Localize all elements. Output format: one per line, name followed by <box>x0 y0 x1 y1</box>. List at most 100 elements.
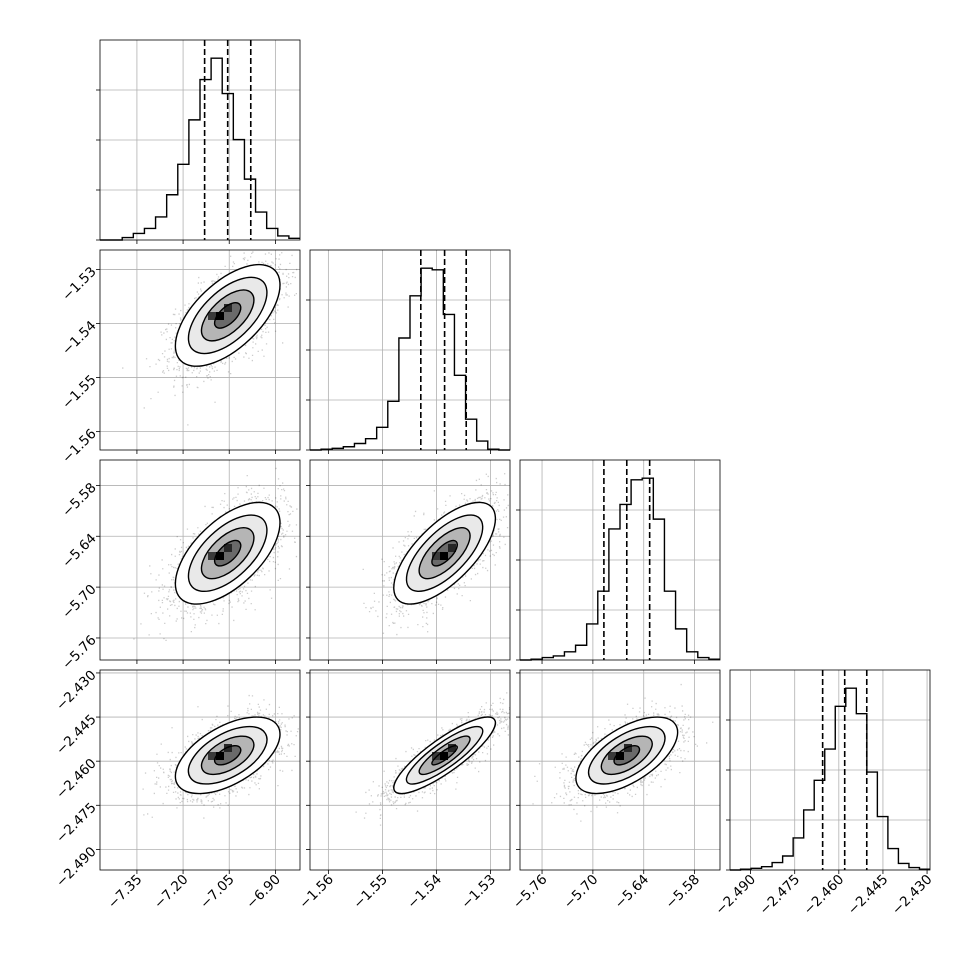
density-cell <box>624 744 632 752</box>
x-tick-label: −2.460 <box>801 872 848 919</box>
scatter-panel-3-2 <box>306 459 511 664</box>
x-tick-label: −2.430 <box>889 872 936 919</box>
x-tick-label: −1.54 <box>404 872 445 913</box>
density-cell <box>448 544 456 552</box>
density-cell <box>448 744 456 752</box>
contour-line <box>393 716 497 795</box>
density-fill <box>614 745 640 765</box>
density-cell <box>208 752 216 760</box>
contour-line <box>200 527 255 580</box>
contour-line <box>431 539 458 567</box>
histogram-panel-1 <box>96 39 301 244</box>
density-cell <box>216 312 224 320</box>
y-tick-label: −2.460 <box>53 756 100 803</box>
contour-line <box>405 725 484 785</box>
contour-line <box>575 716 679 795</box>
panel-frame <box>99 669 301 871</box>
contour-line <box>187 514 268 593</box>
x-tick-label: −5.70 <box>561 872 602 913</box>
contour-line <box>418 735 471 776</box>
contour-line <box>200 289 255 342</box>
contour-line <box>213 745 242 766</box>
x-tick-label: −5.76 <box>510 872 551 913</box>
histogram-panel-3 <box>516 459 721 664</box>
panel-content <box>310 460 510 660</box>
histogram-step <box>310 267 510 451</box>
histogram-step <box>520 477 720 661</box>
panel-content <box>100 670 300 870</box>
contour-line <box>213 302 242 329</box>
density-fill <box>214 745 241 765</box>
y-tick-label: −5.76 <box>59 632 100 673</box>
x-tick-label: −7.05 <box>197 872 238 913</box>
contour-line <box>613 745 641 766</box>
panel-content <box>520 670 720 870</box>
density-cell <box>432 552 440 560</box>
contour-line <box>431 745 458 766</box>
scatter-panel-4-3 <box>516 669 721 874</box>
scatter-panel-4-2 <box>306 669 511 874</box>
panel-frame <box>99 249 301 451</box>
histogram-panel-4 <box>726 669 931 874</box>
x-tick-label: −1.55 <box>350 872 391 913</box>
x-tick-label: −2.445 <box>845 872 892 919</box>
y-tick-label: −1.56 <box>59 426 100 467</box>
contour-line <box>393 501 497 605</box>
x-tick-label: −2.475 <box>757 872 804 919</box>
contour-line <box>418 527 471 580</box>
x-tick-label: −6.90 <box>243 872 284 913</box>
scatter-panel-4-1 <box>96 669 301 874</box>
panel-frame <box>309 459 511 661</box>
y-tick-label: −1.54 <box>59 318 100 359</box>
density-cell <box>440 552 448 560</box>
x-tick-label: −5.64 <box>612 872 653 913</box>
density-cell <box>208 312 216 320</box>
panel-frame <box>99 459 301 661</box>
contour-line <box>200 735 255 776</box>
contour-line <box>187 725 268 785</box>
x-tick-label: −5.58 <box>662 872 703 913</box>
contour-line <box>213 539 242 567</box>
contour-line <box>174 716 281 795</box>
y-tick-label: −1.53 <box>59 264 100 305</box>
scatter-panel-3-1 <box>96 459 301 664</box>
contour-line <box>187 276 268 355</box>
histogram-step <box>730 687 930 871</box>
density-cell <box>440 752 448 760</box>
density-cell <box>608 752 616 760</box>
density-cell <box>432 752 440 760</box>
x-tick-label: −2.490 <box>712 872 759 919</box>
contour-line <box>174 501 281 605</box>
y-tick-label: −5.58 <box>59 480 100 521</box>
x-tick-label: −7.20 <box>151 872 192 913</box>
panel-content <box>100 460 300 660</box>
y-tick-label: −2.445 <box>53 711 100 758</box>
y-tick-label: −2.475 <box>53 800 100 847</box>
panel-content <box>310 670 510 870</box>
x-tick-label: −1.53 <box>458 872 499 913</box>
y-tick-label: −1.55 <box>59 372 100 413</box>
contour-line <box>174 263 281 367</box>
x-tick-label: −1.56 <box>296 872 337 913</box>
contour-line <box>600 735 653 776</box>
y-tick-label: −2.430 <box>53 667 100 714</box>
density-cell <box>224 304 232 312</box>
density-cell <box>224 744 232 752</box>
y-tick-label: −5.64 <box>59 531 100 572</box>
density-cell <box>216 552 224 560</box>
histogram-panel-2 <box>306 249 511 454</box>
scatter-panel-2-1 <box>96 249 301 454</box>
density-cell <box>208 552 216 560</box>
panel-frame <box>519 669 721 871</box>
panel-content <box>100 250 300 450</box>
density-cell <box>216 752 224 760</box>
x-tick-label: −7.35 <box>105 872 146 913</box>
contour-line <box>405 514 484 593</box>
density-cell <box>224 544 232 552</box>
y-tick-label: −5.70 <box>59 581 100 622</box>
density-fill <box>214 302 241 329</box>
panel-frame <box>309 669 511 871</box>
histogram-step <box>100 57 300 241</box>
y-tick-label: −2.490 <box>53 844 100 891</box>
